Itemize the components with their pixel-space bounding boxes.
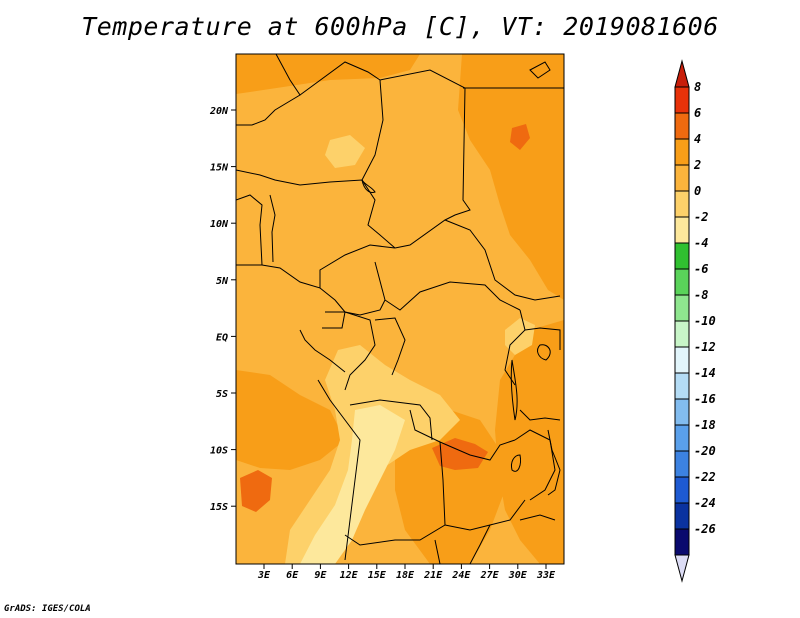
colorbar: 8 6 4 2 0 -2 -4 -6 -8 -10 -12 -14 -16 -18 -20 -22 -24 -26 [674, 59, 716, 583]
map-panel [236, 54, 564, 564]
colorbar-swatch [674, 502, 690, 530]
colorbar-top-arrow [674, 59, 690, 88]
colorbar-label: 8 [694, 80, 701, 94]
colorbar-swatch [674, 164, 690, 192]
lat-label: EQ [216, 332, 228, 343]
shade-hot-zambia [432, 438, 488, 470]
colorbar-swatch [674, 112, 690, 140]
lon-label: 21E [423, 570, 443, 581]
colorbar-label: -22 [694, 470, 716, 484]
latitude-axis: 20N 15N 10N 5N EQ 5S 10S 15S [209, 106, 236, 513]
lon-label: 27E [480, 570, 500, 581]
colorbar-swatch [674, 346, 690, 374]
colorbar-label: -14 [694, 366, 716, 380]
colorbar-label: -24 [694, 496, 716, 510]
colorbar-label: 6 [694, 106, 701, 120]
map-frame [235, 53, 565, 565]
lon-label: 15E [368, 570, 387, 581]
grads-credit: GrADS: IGES/COLA [4, 604, 91, 614]
shade-hot-angola-coast [240, 470, 272, 512]
colorbar-swatch [674, 294, 690, 322]
colorbar-swatch [674, 372, 690, 400]
colorbar-label: -8 [694, 288, 708, 302]
lon-label: 24E [451, 570, 471, 581]
shade-cool-sahel [325, 135, 365, 168]
lat-label: 20N [209, 106, 229, 117]
colorbar-label: -4 [694, 236, 708, 250]
colorbar-swatch [674, 450, 690, 478]
colorbar-swatch [674, 216, 690, 244]
colorbar-swatch [674, 138, 690, 166]
colorbar-swatch [674, 424, 690, 452]
shade-warm-northeast [458, 54, 564, 300]
lon-label: 30E [508, 570, 528, 581]
shade-cool-south [300, 405, 405, 564]
colorbar-label: 0 [694, 184, 701, 198]
colorbar-swatch [674, 476, 690, 504]
colorbar-label: -6 [694, 262, 708, 276]
lon-label: 18E [396, 570, 415, 581]
lon-label: 12E [340, 570, 359, 581]
shade-hot-sudan [510, 124, 530, 150]
colorbar-label: 4 [694, 132, 701, 146]
colorbar-label: 2 [693, 158, 701, 172]
colorbar-swatch [674, 268, 690, 296]
country-borders [236, 54, 564, 564]
colorbar-label: -2 [694, 210, 708, 224]
colorbar-swatch [674, 86, 690, 114]
chart-title: Temperature at 600hPa [C], VT: 201908160… [81, 12, 719, 41]
longitude-axis: 3E 6E 9E 12E 15E 18E 21E 24E 27E 30E 33E [257, 564, 556, 581]
lat-label: 10S [210, 446, 228, 457]
colorbar-label: -12 [694, 340, 716, 354]
lon-label: 33E [536, 570, 556, 581]
colorbar-swatch [674, 320, 690, 348]
lat-label: 15S [210, 502, 228, 513]
lon-label: 3E [257, 570, 271, 581]
lat-label: 15N [210, 163, 229, 174]
colorbar-label: -26 [694, 522, 716, 536]
colorbar-label: -10 [694, 314, 716, 328]
shade-warm-west [236, 370, 345, 470]
shade-cool-uganda [505, 318, 535, 355]
colorbar-swatch [674, 528, 690, 556]
colorbar-swatch [674, 242, 690, 270]
lon-label: 9E [314, 570, 327, 581]
lat-label: 5S [216, 389, 228, 400]
colorbar-swatch [674, 398, 690, 426]
lon-label: 6E [286, 570, 299, 581]
colorbar-bottom-arrow [674, 554, 690, 583]
colorbar-label: -18 [694, 418, 716, 432]
lat-label: 10N [210, 219, 229, 230]
lat-label: 5N [216, 276, 229, 287]
colorbar-label: -20 [694, 444, 716, 458]
colorbar-swatch [674, 190, 690, 218]
colorbar-label: -16 [694, 392, 716, 406]
